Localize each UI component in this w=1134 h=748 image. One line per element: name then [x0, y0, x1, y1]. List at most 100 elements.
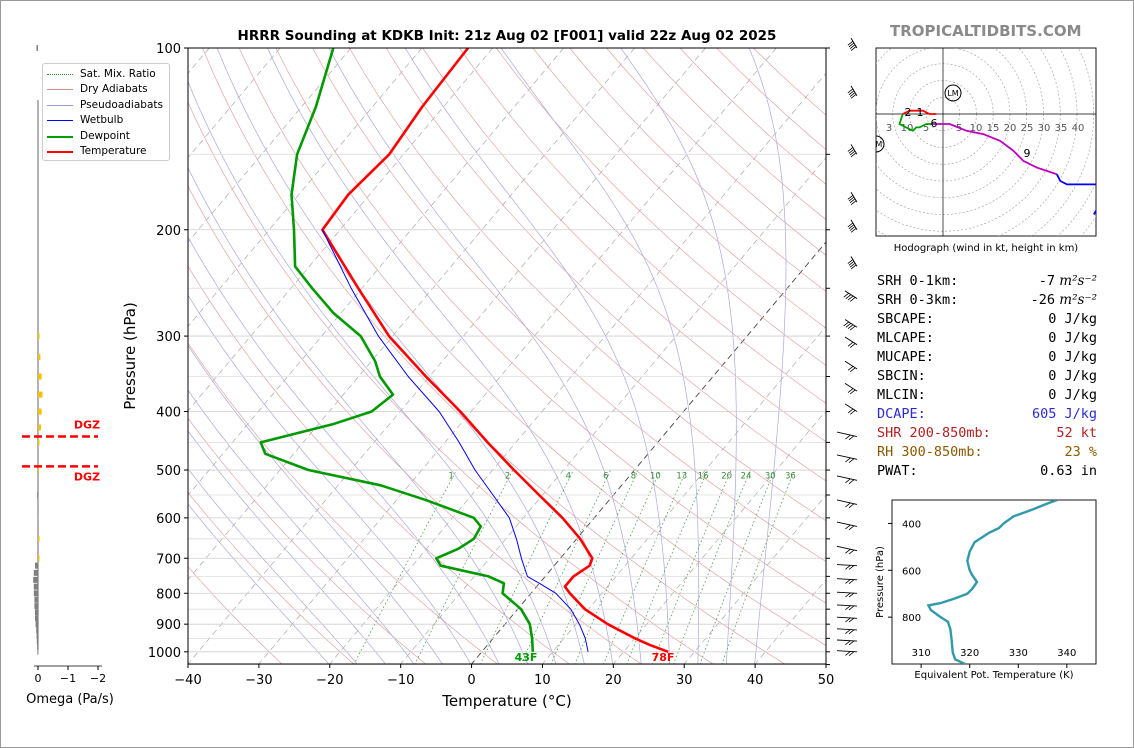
right-mover-label: RM [870, 140, 883, 149]
parameters-table: SRH 0-1km: -7 m²s⁻² SRH 0-3km: -26 m²s⁻² SBC… [877, 272, 1097, 481]
hodograph-height-label: 6 [931, 117, 938, 130]
barb-flag [845, 640, 851, 646]
parameter-number: -7 [1038, 273, 1056, 289]
hodograph-ring-label: 15 [987, 123, 1000, 134]
moist-adiabat-line [188, 80, 557, 664]
barb-flag [845, 457, 851, 463]
isotherm-line [471, 241, 826, 664]
barb-flag [849, 297, 856, 302]
barb-flag [845, 605, 851, 611]
omega-bar [37, 648, 39, 655]
legend-item: Sat. Mix. Ratio [47, 67, 167, 81]
x-tick-label: 10 [534, 673, 551, 688]
theta-x-tick-label: 330 [1009, 648, 1028, 659]
surface-dewpoint-label: 43F [515, 651, 538, 664]
wind-barb [836, 591, 858, 598]
mixing-ratio-label: 20 [721, 471, 732, 481]
wind-barb [836, 578, 858, 584]
theta-x-tick-label: 340 [1057, 648, 1076, 659]
barb-flag [847, 366, 854, 371]
dry-adiabat-line [188, 101, 714, 664]
barb-flag [845, 617, 851, 623]
omega-bar [38, 424, 41, 431]
mixing-ratio-label: 36 [785, 471, 796, 481]
parameter-number: 0 J/kg [1048, 349, 1097, 365]
barb-flag [847, 295, 854, 301]
omega-axis-label: Omega (Pa/s) [26, 692, 114, 707]
barb-flag [849, 389, 856, 395]
mixing-ratio-label: 16 [698, 471, 709, 481]
barb-flag [848, 617, 855, 623]
y-tick-label: 900 [156, 618, 181, 633]
parameter-label: SRH 0-3km: [877, 292, 959, 308]
barb-flag [845, 579, 851, 584]
omega-bar [38, 391, 43, 398]
barb-flag [848, 579, 855, 584]
wind-barbs [836, 37, 858, 656]
wind-barb [847, 85, 858, 99]
barb-flag [849, 325, 856, 331]
dry-adiabat-line [188, 492, 355, 664]
barb-flag [850, 152, 857, 158]
mixing-ratio-label: 30 [765, 471, 776, 481]
theta-e-panel: 400 600 800 310 320 330 340 Equivalent Pot. Tem… [875, 499, 1097, 681]
mixing-ratio-line [414, 469, 514, 664]
legend-item: Temperature [47, 144, 167, 158]
wind-barb [847, 37, 858, 51]
legend-item: Wetbulb [47, 113, 167, 127]
parameter-row: MUCAPE: 0 J/kg [877, 348, 1097, 367]
parameter-value: -7 m²s⁻² [1039, 272, 1097, 291]
moist-adiabat-line [748, 47, 787, 664]
mixing-ratio-line [574, 469, 661, 664]
parameter-number: 0 J/kg [1048, 387, 1097, 403]
parameter-row: MLCIN: 0 J/kg [877, 386, 1097, 405]
wind-barb [847, 144, 858, 158]
parameter-number: 52 kt [1056, 425, 1097, 441]
isotherm-line [188, 47, 706, 664]
mixing-ratio-line [353, 469, 457, 664]
parameter-value: 0 J/kg [1048, 348, 1097, 367]
skewt-plot-frame [187, 47, 827, 665]
barb-flag [848, 458, 855, 463]
moist-adiabat-line [404, 47, 670, 664]
isotherm-line [400, 157, 826, 664]
parameter-label: MLCAPE: [877, 330, 934, 346]
dry-adiabat-line [312, 47, 826, 562]
dry-adiabat-line [202, 47, 786, 664]
omega-bar [38, 373, 42, 380]
legend-swatch [47, 135, 73, 138]
parameter-row: RH 300-850mb: 23 % [877, 443, 1097, 462]
theta-x-tick-label: 310 [912, 648, 931, 659]
dry-adiabat-line [349, 47, 826, 522]
parameter-value: 605 J/kg [1032, 405, 1097, 424]
barb-flag [849, 92, 856, 97]
theta-x-axis-label: Equivalent Pot. Temperature (K) [914, 670, 1073, 681]
left-mover-marker [944, 84, 962, 102]
barb-flag [850, 264, 857, 270]
barb-flag [847, 222, 854, 228]
barb-flag [848, 525, 855, 531]
chart-title: HRRR Sounding at KDKB Init: 21z Aug 02 [… [238, 28, 777, 44]
omega-bar [35, 562, 38, 569]
legend-swatch [47, 104, 73, 106]
y-tick-label: 700 [156, 552, 181, 567]
theta-e-profile [926, 500, 1058, 664]
parameter-label: RH 300-850mb: [877, 444, 983, 460]
moist-adiabat-line [620, 47, 737, 664]
hodograph-height-label: 1 [917, 106, 924, 119]
barb-flag [849, 410, 856, 415]
hodograph-trace [902, 109, 937, 115]
barb-flag [845, 629, 851, 634]
dry-adiabat-line [459, 47, 826, 404]
hodograph-height-label: 9 [1024, 147, 1031, 160]
y-tick-label: 1000 [148, 646, 181, 661]
wind-barb [843, 319, 858, 331]
barb-flag [845, 548, 851, 554]
barb-flag [847, 259, 854, 264]
barb-flag [848, 148, 855, 154]
mixing-ratio-line [550, 469, 639, 664]
mixing-ratio-line [673, 469, 751, 664]
